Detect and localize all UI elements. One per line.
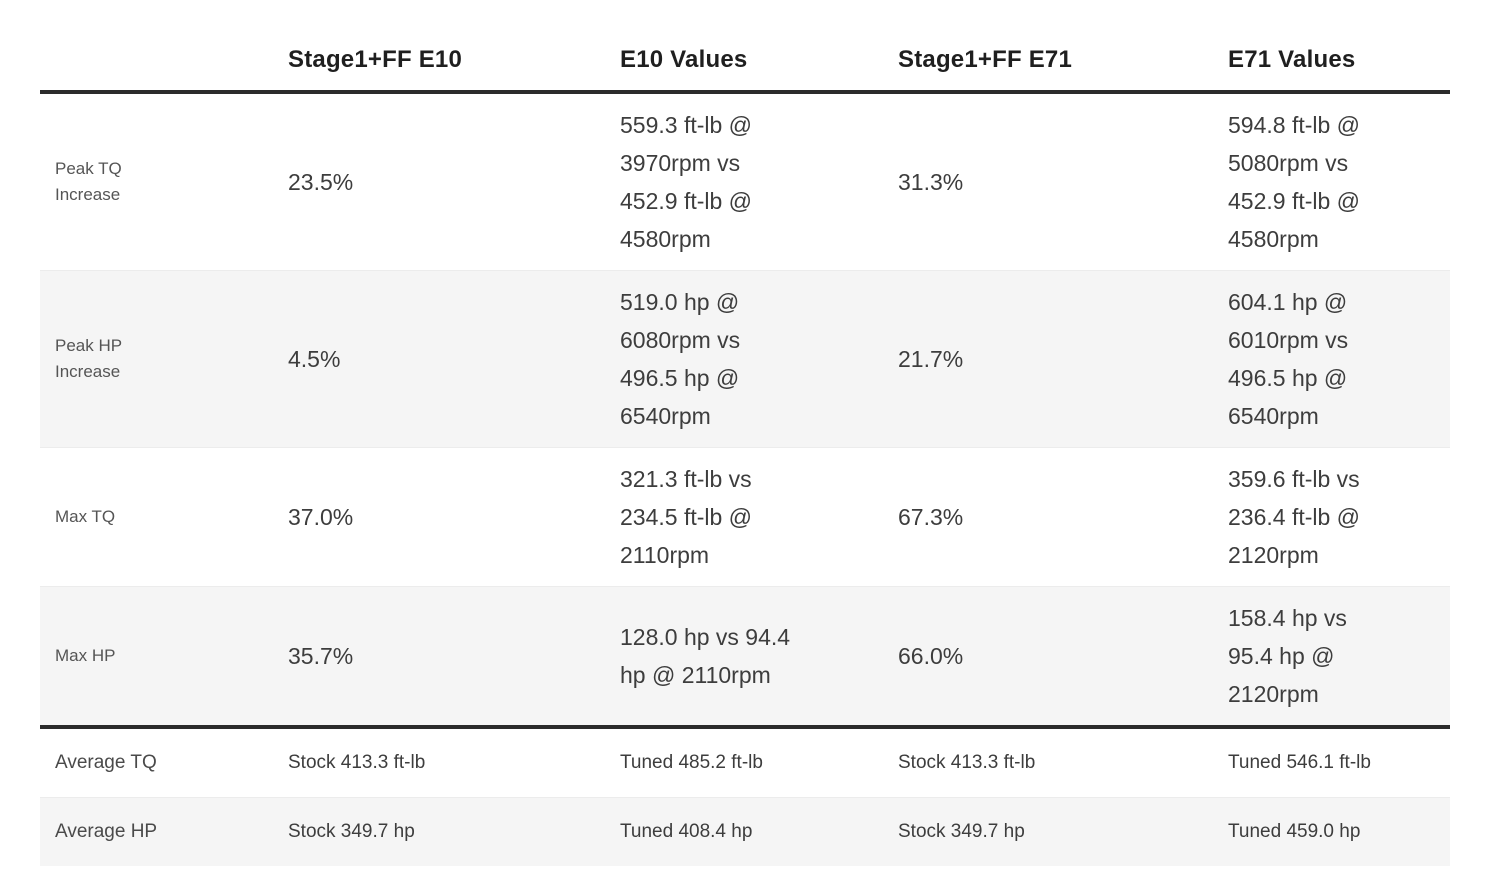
e71-percent-cell: 67.3% [898,447,1228,587]
column-header-stage1-ff-e71: Stage1+FF E71 [898,28,1228,94]
header-row: Stage1+FF E10 E10 Values Stage1+FF E71 E… [40,28,1450,94]
dyno-results-table: Stage1+FF E10 E10 Values Stage1+FF E71 E… [40,28,1450,866]
tuned-hp-e10-cell: Tuned 408.4 hp [620,797,898,866]
table-row-peak-hp-increase: Peak HP Increase 4.5% 519.0 hp @ 6080rpm… [40,270,1450,448]
e71-values-cell: 594.8 ft-lb @ 5080rpm vs 452.9 ft-lb @ 4… [1228,112,1361,252]
row-label: Max TQ [40,447,288,587]
table-row-max-hp: Max HP 35.7% 128.0 hp vs 94.4 hp @ 2110r… [40,586,1450,729]
e71-values-cell: 604.1 hp @ 6010rpm vs 496.5 hp @ 6540rpm [1228,270,1450,448]
main-rows: Peak TQ Increase 23.5% 559.3 ft-lb @ 397… [40,92,1450,729]
stock-hp-e71-cell: Stock 349.7 hp [898,797,1228,866]
column-header-e10-values: E10 Values [620,28,898,94]
tuned-tq-e10-cell: Tuned 485.2 ft-lb [620,752,763,773]
table-header: Stage1+FF E10 E10 Values Stage1+FF E71 E… [40,28,1450,94]
tuned-hp-e71-cell: Tuned 459.0 hp [1228,797,1450,866]
table-row-max-tq: Max TQ 37.0% 321.3 ft-lb vs 234.5 ft-lb … [40,447,1450,587]
e71-values-cell: 359.6 ft-lb vs 236.4 ft-lb @ 2120rpm [1228,447,1450,587]
column-header-stage1-ff-e10: Stage1+FF E10 [288,28,620,94]
e10-percent-cell: 35.7% [288,586,620,729]
stock-hp-e10-cell: Stock 349.7 hp [288,797,620,866]
row-label: Peak HP Increase [40,270,288,448]
stock-tq-e10-cell: Stock 413.3 ft-lb [288,752,426,773]
table-row-peak-tq-increase: Peak TQ Increase 23.5% 559.3 ft-lb @ 397… [40,92,1450,271]
row-label: Average HP [40,797,288,866]
e10-values-cell: 321.3 ft-lb vs 234.5 ft-lb @ 2110rpm [620,447,898,587]
row-label: Max HP [40,586,288,729]
table-row-average-tq: Average TQ Stock 413.3 ft-lb Tuned 485.2… [40,727,1450,798]
stock-tq-e71-cell: Stock 413.3 ft-lb [898,752,1036,773]
e10-percent-cell: 37.0% [288,447,620,587]
column-header-e71-values: E71 Values [1228,28,1450,94]
e71-percent-cell: 21.7% [898,270,1228,448]
summary-rows: Average TQ Stock 413.3 ft-lb Tuned 485.2… [40,727,1450,866]
e71-percent-cell: 66.0% [898,586,1228,729]
e10-percent-cell: 4.5% [288,270,620,448]
table-row-average-hp: Average HP Stock 349.7 hp Tuned 408.4 hp… [40,797,1450,866]
e71-percent-cell: 31.3% [898,169,964,195]
tuned-tq-e71-cell: Tuned 546.1 ft-lb [1228,752,1371,773]
e10-values-cell: 128.0 hp vs 94.4 hp @ 2110rpm [620,586,898,729]
column-header-blank [40,28,288,94]
row-label: Average TQ [55,752,157,773]
e10-values-cell: 559.3 ft-lb @ 3970rpm vs 452.9 ft-lb @ 4… [620,112,753,252]
row-label: Peak TQ Increase [55,159,122,204]
e10-values-cell: 519.0 hp @ 6080rpm vs 496.5 hp @ 6540rpm [620,270,898,448]
e10-percent-cell: 23.5% [288,169,354,195]
e71-values-cell: 158.4 hp vs 95.4 hp @ 2120rpm [1228,586,1450,729]
